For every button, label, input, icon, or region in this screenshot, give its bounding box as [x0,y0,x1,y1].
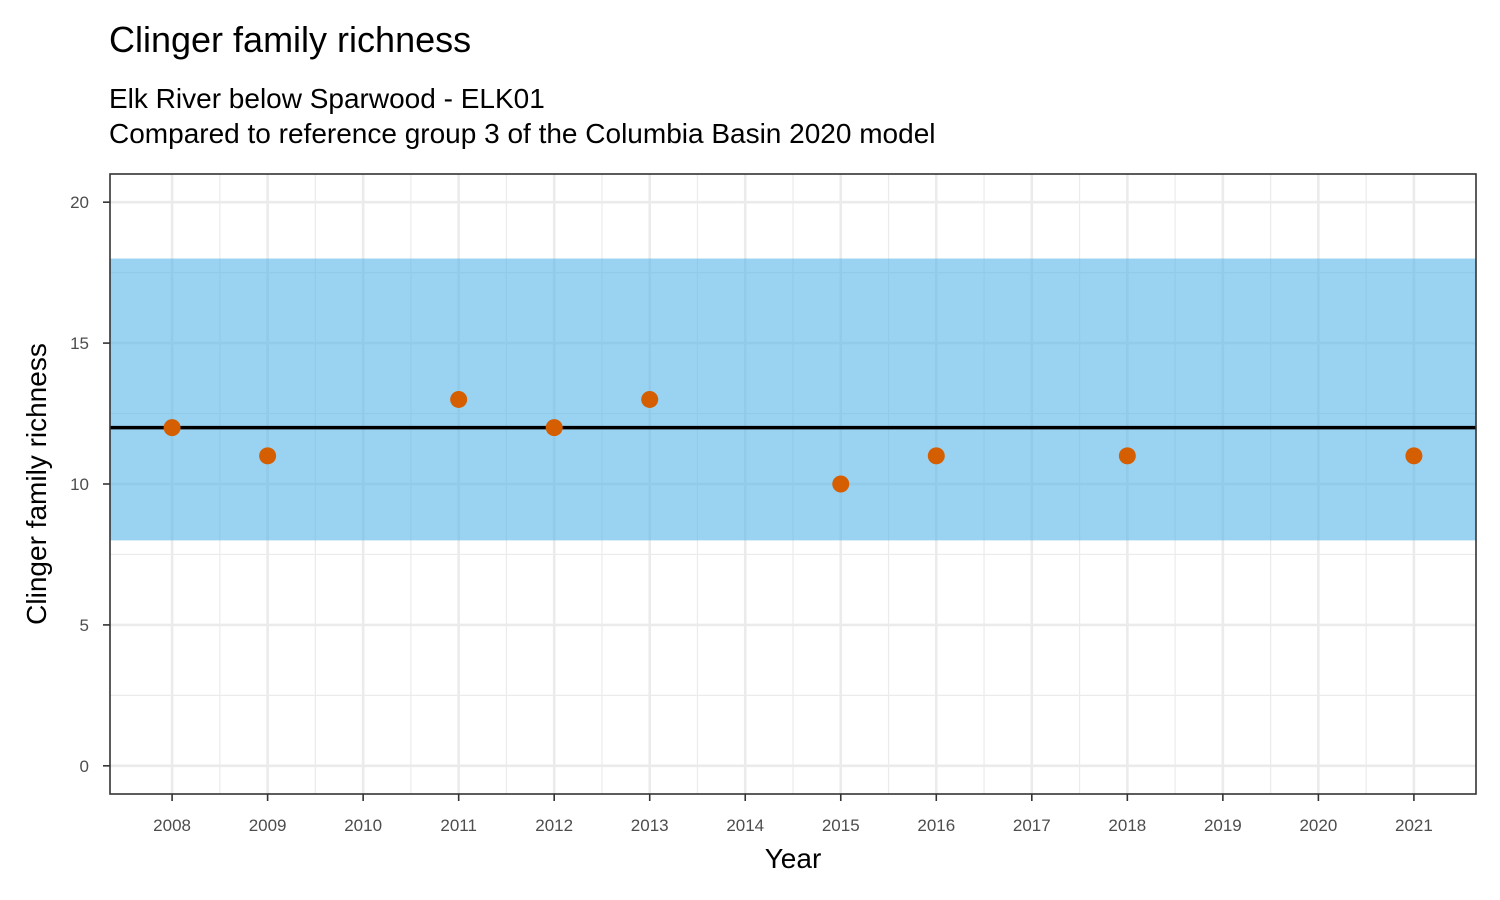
chart-subtitle-line-1: Elk River below Sparwood - ELK01 [109,83,545,114]
x-tick-label: 2013 [631,816,669,835]
data-point [1405,447,1423,465]
plot-area: 2008 2009 2010 2011 2012 2013 2014 2015 2016 2017… [70,173,1477,835]
data-point [545,419,563,437]
chart-title: Clinger family richness [109,19,471,60]
data-point [641,390,659,408]
x-tick-label: 2018 [1108,816,1146,835]
x-tick-label: 2016 [917,816,955,835]
data-point [927,447,945,465]
data-point [163,419,181,437]
x-tick-label: 2014 [726,816,764,835]
x-tick-label: 2015 [822,816,860,835]
x-axis-title: Year [765,843,822,874]
x-tick-label: 2009 [249,816,287,835]
data-point [1118,447,1136,465]
x-tick-label: 2020 [1299,816,1337,835]
data-point [259,447,277,465]
x-tick-label: 2017 [1013,816,1051,835]
y-axis-title: Clinger family richness [21,343,52,625]
y-tick-label: 0 [80,757,89,776]
x-tick-label: 2012 [535,816,573,835]
y-tick-label: 15 [70,334,89,353]
x-tick-label: 2011 [440,816,477,835]
chart-subtitle-line-2: Compared to reference group 3 of the Col… [109,118,936,149]
y-tick-label: 20 [70,193,89,212]
reference-band [110,258,1476,541]
y-tick-label: 5 [80,616,89,635]
data-point [450,390,468,408]
y-tick-label: 10 [70,475,89,494]
data-point [832,475,850,493]
x-tick-label: 2021 [1395,816,1433,835]
x-tick-label: 2019 [1204,816,1242,835]
x-tick-label: 2008 [153,816,191,835]
x-tick-label: 2010 [344,816,382,835]
